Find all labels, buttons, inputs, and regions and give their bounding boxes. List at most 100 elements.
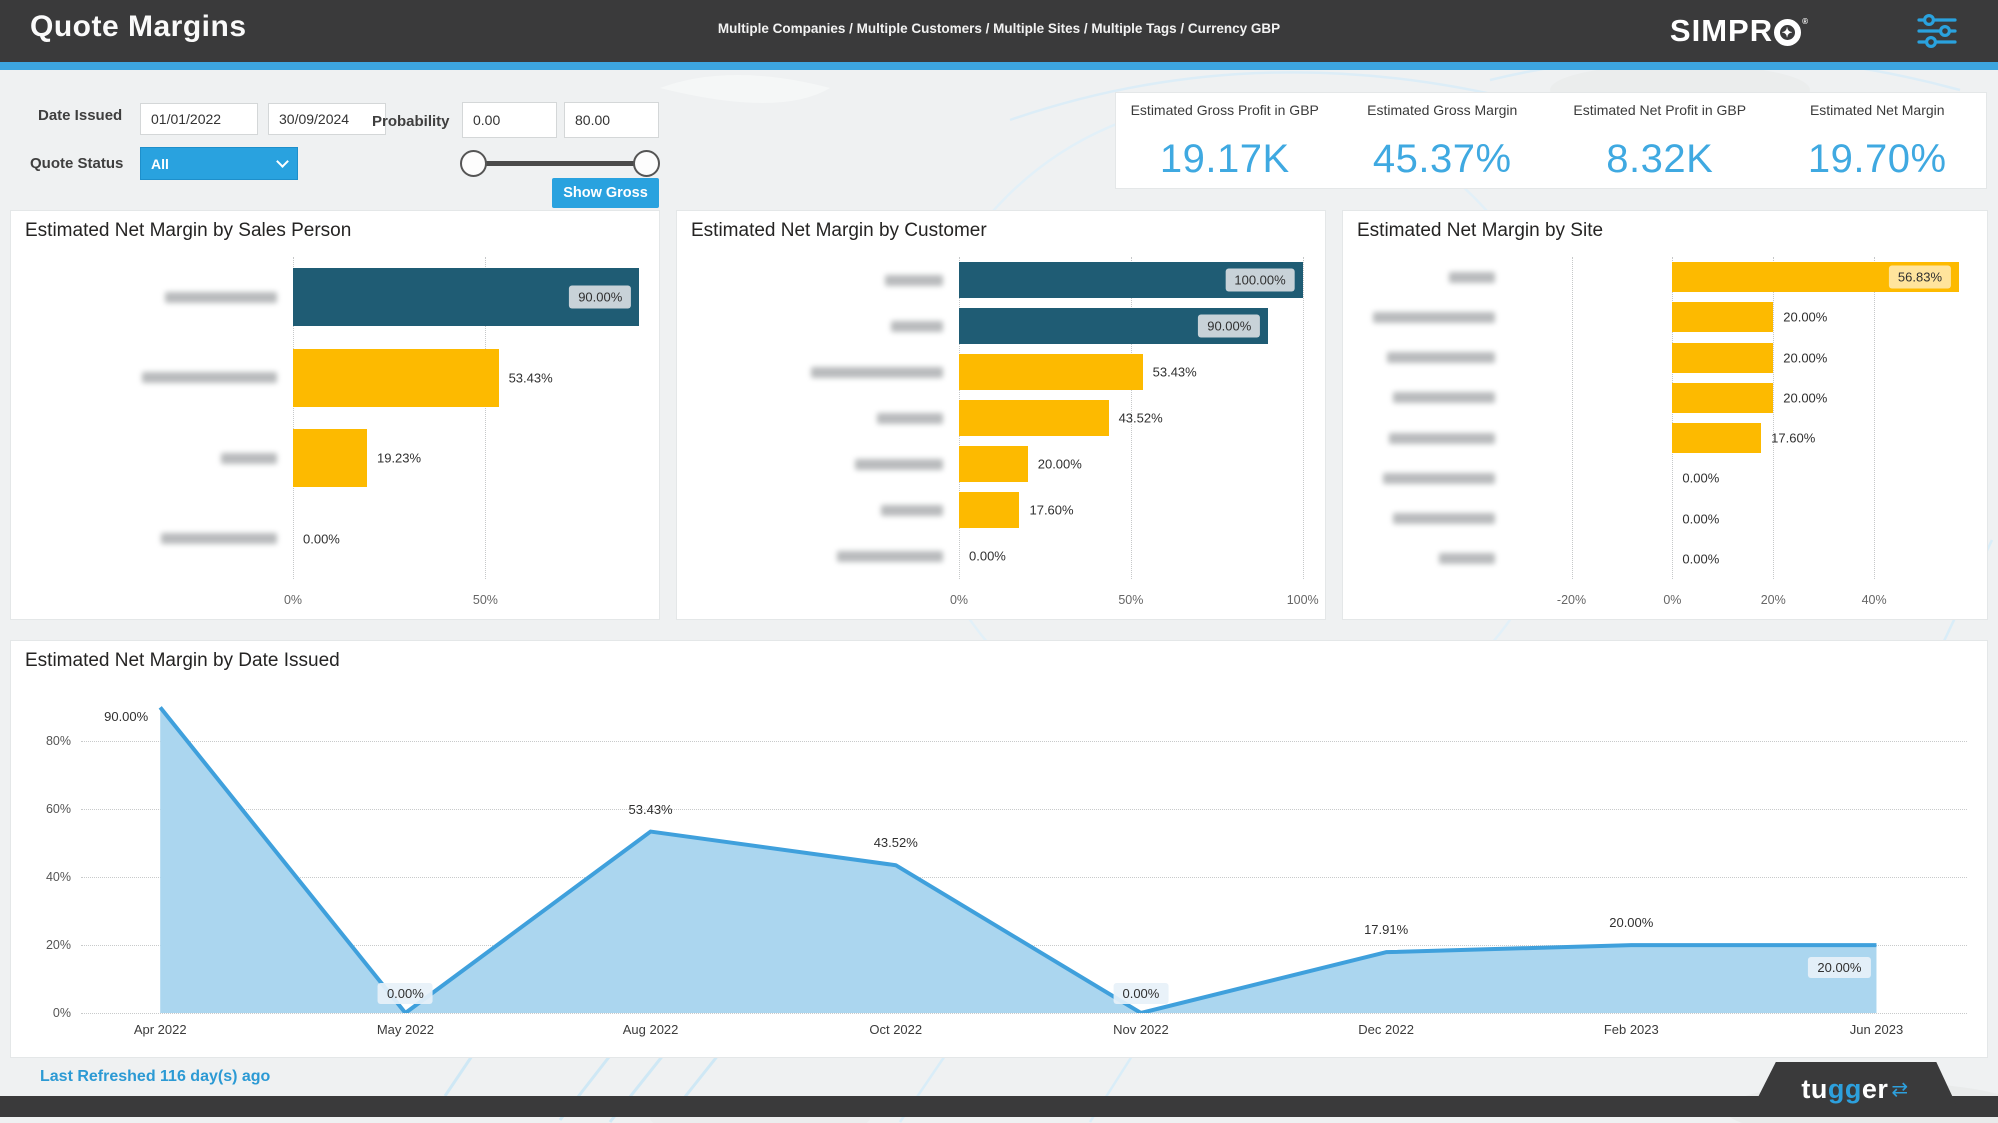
bar-track: 0.00% [293,499,647,580]
category-label-redacted [142,372,277,384]
filter-sliders-icon[interactable] [1916,13,1958,49]
bar-track: 19.23% [293,418,647,499]
category-label-redacted [1393,392,1495,404]
data-point-label: 0.00% [377,983,433,1004]
bar-value-label: 19.23% [376,450,422,466]
date-issued-label: Date Issued [38,107,123,124]
bar-track: 20.00% [1511,338,1975,378]
kpi-label: Estimated Net Profit in GBP [1573,102,1747,118]
bar-value-label: 0.00% [1682,470,1720,486]
chart-net-margin-by-site: Estimated Net Margin by Site 56.83% 20.00… [1342,210,1988,620]
chart-title: Estimated Net Margin by Date Issued [25,650,340,671]
bar-track: 17.60% [959,487,1313,533]
bar-value-label: 17.60% [1771,430,1816,446]
probability-min-input[interactable] [462,102,557,138]
app-header: Quote Margins Multiple Companies / Multi… [0,0,1998,62]
bar[interactable] [293,429,367,488]
category-label [687,366,959,378]
bar-track: 0.00% [1511,458,1975,498]
data-point-label: 90.00% [104,709,149,725]
kpi-gross-profit: Estimated Gross Profit in GBP 19.17K [1116,93,1334,188]
x-axis-tick-label: Feb 2023 [1603,1022,1659,1037]
bar[interactable] [959,492,1020,528]
header-accent-strip [0,62,1998,70]
bar-value-label: 20.00% [1783,390,1828,406]
simpro-logo-o-icon: ✦ [1774,18,1802,46]
x-axis-tick-label: Aug 2022 [622,1022,679,1037]
category-label [687,412,959,424]
bar[interactable] [959,354,1143,390]
bar-row: 56.83% [1353,257,1975,297]
x-axis: 0% 50% [284,593,647,609]
category-label-redacted [811,366,943,378]
quote-status-dropdown[interactable]: All [140,147,298,180]
bar[interactable] [1672,423,1762,454]
chevron-down-icon [276,155,289,168]
kpi-net-profit: Estimated Net Profit in GBP 8.32K [1551,93,1769,188]
footer-bar [0,1096,1998,1117]
category-label [1353,311,1511,323]
gridline [485,257,487,579]
y-axis-tick-label: 40% [45,870,71,885]
y-axis-tick-label: 20% [45,938,71,953]
bar-value-label: 90.00% [1198,314,1261,338]
bar[interactable] [959,446,1028,482]
probability-max-input[interactable] [564,102,659,138]
gridline [1672,257,1674,579]
slider-handle-max[interactable] [633,150,660,177]
data-point-label: 20.00% [1808,957,1871,979]
category-label [1353,513,1511,525]
bar-value-label: 0.00% [1682,551,1720,567]
bar-track: 53.43% [959,349,1313,395]
date-to-input[interactable] [268,103,386,135]
bar[interactable] [293,348,499,407]
bar-track: 90.00% [959,303,1313,349]
data-point-label: 53.43% [628,801,673,817]
kpi-label: Estimated Gross Profit in GBP [1130,102,1319,118]
x-axis: -20% 0% 20% 40% [1511,593,1975,609]
category-label-redacted [885,274,943,286]
bar-value-label: 0.00% [1682,511,1720,527]
bar-row: 90.00% [21,257,647,338]
bar-track: 53.43% [293,338,647,419]
bar[interactable] [1672,302,1774,333]
area-series[interactable] [81,687,1967,1013]
slider-handle-min[interactable] [460,150,487,177]
tugger-logo-text: gg [1827,1074,1862,1104]
bar-row: 20.00% [1353,338,1975,378]
category-label-redacted [1439,553,1495,565]
x-axis-tick-label: Oct 2022 [869,1022,923,1037]
bar-value-label: 100.00% [1225,268,1295,292]
axis-tick-label: 50% [472,593,498,607]
bar-value-label: 20.00% [1783,309,1828,325]
quote-status-value: All [151,155,169,172]
category-label [1353,352,1511,364]
area-line [160,707,1876,1013]
area-fill [160,707,1877,1013]
bar[interactable] [959,400,1109,436]
category-label [1353,271,1511,283]
kpi-value: 19.70% [1807,137,1947,181]
probability-range-slider[interactable] [460,148,660,178]
date-from-input[interactable] [140,103,258,135]
bar-row: 53.43% [687,349,1313,395]
bar-row: 0.00% [1353,458,1975,498]
category-label-redacted [855,458,943,470]
bar-value-label: 56.83% [1888,265,1951,289]
bar-row: 17.60% [687,487,1313,533]
slider-track[interactable] [472,161,648,166]
axis-tick-label: 40% [1861,593,1887,607]
bar[interactable] [1672,382,1774,413]
x-axis: 0% 50% 100% [950,593,1319,609]
category-label [1353,472,1511,484]
simpro-logo: SIMPR ✦ ® [1670,13,1808,49]
data-point-label: 0.00% [1113,983,1169,1004]
bar-track: 100.00% [959,257,1313,303]
category-label-redacted [161,533,277,545]
bar[interactable] [1672,342,1774,373]
show-gross-button[interactable]: Show Gross [552,178,659,208]
x-axis-tick-label: Apr 2022 [133,1022,187,1037]
registered-mark: ® [1802,16,1809,26]
chart-title: Estimated Net Margin by Sales Person [25,220,352,241]
bar-row: 0.00% [21,499,647,580]
